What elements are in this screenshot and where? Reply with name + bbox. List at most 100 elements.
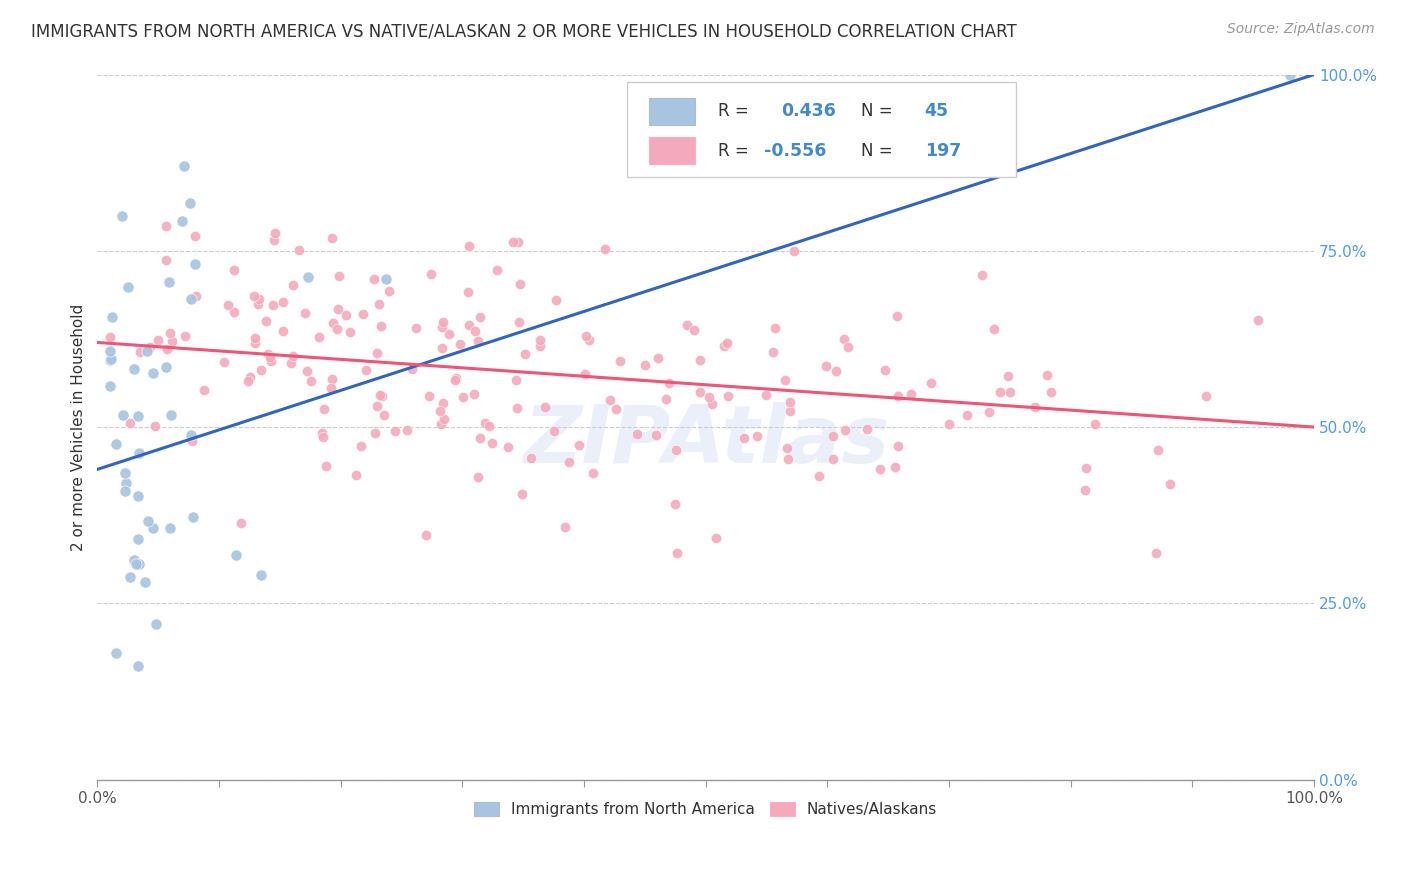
Point xyxy=(554,520,576,534)
Point xyxy=(666,546,689,560)
Point xyxy=(114,476,136,491)
Point xyxy=(529,333,551,347)
Point xyxy=(180,427,202,442)
Point xyxy=(173,159,195,173)
Point xyxy=(1036,368,1059,383)
Bar xyxy=(648,137,695,164)
Point xyxy=(328,268,350,283)
Point xyxy=(506,401,529,415)
Point xyxy=(312,430,335,444)
Point xyxy=(354,363,377,377)
Point xyxy=(449,336,471,351)
Point xyxy=(823,428,845,442)
Point xyxy=(156,342,179,356)
Point xyxy=(288,243,311,257)
Point xyxy=(1147,442,1170,457)
Point xyxy=(294,306,316,320)
Text: R =: R = xyxy=(718,142,754,160)
Point xyxy=(134,574,156,589)
Point xyxy=(658,376,681,391)
Point xyxy=(170,214,193,228)
Point xyxy=(229,516,252,531)
Point xyxy=(184,257,207,271)
Point xyxy=(160,334,183,348)
Point xyxy=(444,371,467,385)
Point xyxy=(1159,477,1181,491)
Point xyxy=(364,426,387,441)
Point xyxy=(697,390,720,404)
Point xyxy=(114,484,136,499)
Point xyxy=(224,305,246,319)
Point xyxy=(125,557,148,571)
Point xyxy=(900,387,922,401)
Point xyxy=(373,409,395,423)
Point xyxy=(444,373,467,387)
Point xyxy=(664,497,686,511)
Point xyxy=(575,329,598,343)
Point xyxy=(138,340,160,354)
Point xyxy=(645,428,668,442)
Point xyxy=(647,351,669,365)
Point xyxy=(716,336,738,351)
Point xyxy=(105,646,128,660)
Point xyxy=(321,381,343,395)
Point xyxy=(432,315,454,329)
Point xyxy=(127,409,149,423)
Point xyxy=(401,362,423,376)
Point xyxy=(100,352,122,367)
Point xyxy=(626,426,648,441)
Point xyxy=(776,441,799,455)
Point xyxy=(464,324,486,338)
Point xyxy=(111,209,134,223)
Point xyxy=(159,408,181,422)
Point xyxy=(713,339,735,353)
Point xyxy=(821,452,844,467)
Text: 45: 45 xyxy=(925,103,949,120)
Point xyxy=(808,469,831,483)
Point xyxy=(779,394,801,409)
Point xyxy=(655,392,678,406)
Point xyxy=(665,442,688,457)
Point xyxy=(956,409,979,423)
Point xyxy=(143,418,166,433)
Point xyxy=(368,388,391,402)
Point xyxy=(505,372,527,386)
Point xyxy=(117,280,139,294)
Point xyxy=(920,376,942,390)
Point xyxy=(689,385,711,400)
Point xyxy=(263,234,285,248)
Point xyxy=(1195,388,1218,402)
Point xyxy=(321,231,343,245)
Point xyxy=(179,196,201,211)
Point xyxy=(322,317,344,331)
Point xyxy=(371,389,394,403)
Point xyxy=(214,355,236,369)
Point xyxy=(297,270,319,285)
Point xyxy=(280,355,302,369)
Point xyxy=(363,272,385,286)
Point xyxy=(250,363,273,377)
Point xyxy=(128,658,150,673)
Point xyxy=(245,331,267,345)
Point xyxy=(308,330,330,344)
Point xyxy=(938,417,960,431)
Point xyxy=(315,458,337,473)
Point xyxy=(1024,401,1046,415)
Point xyxy=(395,423,418,437)
Y-axis label: 2 or more Vehicles in Household: 2 or more Vehicles in Household xyxy=(72,303,86,550)
Point xyxy=(1073,483,1095,497)
Point xyxy=(887,439,910,453)
Point xyxy=(159,521,181,535)
Point xyxy=(264,227,287,241)
Point xyxy=(970,268,993,282)
Point xyxy=(432,396,454,410)
Point xyxy=(468,310,491,324)
Point xyxy=(101,310,124,324)
Point xyxy=(458,318,481,332)
Point xyxy=(581,467,603,481)
Point xyxy=(745,429,768,443)
Point xyxy=(283,278,305,293)
Point xyxy=(457,285,479,299)
Text: 0.436: 0.436 xyxy=(782,103,837,120)
Point xyxy=(155,253,177,268)
